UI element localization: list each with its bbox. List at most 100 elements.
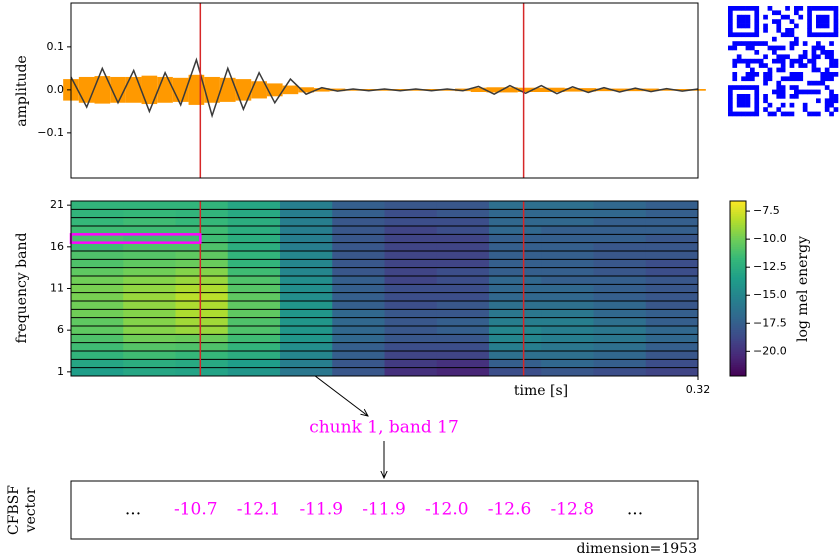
colorbar-segment bbox=[730, 273, 746, 276]
colorbar-segment bbox=[730, 218, 746, 222]
qr-module bbox=[741, 32, 746, 38]
qr-module bbox=[807, 111, 812, 117]
vector-box bbox=[70, 480, 699, 540]
envelope-band bbox=[298, 87, 314, 93]
heat-cell bbox=[436, 201, 490, 210]
heat-cell bbox=[645, 242, 699, 252]
colorbar-segment bbox=[730, 211, 746, 215]
heat-cell bbox=[541, 217, 594, 227]
qr-module bbox=[807, 23, 812, 29]
colorbar-segment bbox=[730, 332, 746, 335]
colorbar-segment bbox=[730, 301, 746, 305]
qr-module bbox=[794, 76, 799, 82]
colorbar-segment bbox=[730, 236, 746, 239]
colorbar-segment bbox=[730, 325, 746, 329]
qr-module bbox=[754, 89, 760, 95]
vector-entry: -11.9 bbox=[362, 500, 406, 520]
heat-cell bbox=[436, 359, 490, 369]
qr-module bbox=[767, 111, 773, 117]
heat-cell bbox=[71, 301, 124, 310]
qr-module bbox=[833, 10, 839, 16]
heat-cell bbox=[280, 242, 333, 252]
qr-module bbox=[741, 14, 746, 20]
heat-cell bbox=[71, 317, 124, 327]
heat-cell bbox=[71, 267, 124, 277]
heat-cell bbox=[175, 342, 229, 352]
qr-module bbox=[798, 89, 804, 95]
qr-module bbox=[736, 111, 742, 117]
heat-cell bbox=[123, 292, 176, 302]
heat-cell bbox=[645, 226, 699, 235]
qr-module bbox=[811, 54, 817, 60]
colorbar-segment bbox=[730, 240, 746, 244]
colorbar-segment bbox=[730, 203, 746, 206]
heat-cell bbox=[175, 351, 229, 360]
heat-cell bbox=[645, 342, 699, 352]
qr-module bbox=[776, 54, 782, 60]
qr-module bbox=[780, 89, 786, 95]
heat-cell bbox=[489, 334, 542, 344]
envelope-band bbox=[643, 88, 659, 92]
qr-module bbox=[833, 98, 839, 104]
envelope-band bbox=[204, 76, 220, 103]
qr-module bbox=[736, 94, 742, 99]
heat-cell bbox=[175, 326, 229, 335]
heat-cell bbox=[175, 317, 229, 327]
qr-module bbox=[780, 111, 786, 117]
heat-cell bbox=[384, 309, 438, 319]
heat-cell bbox=[541, 334, 594, 344]
heat-cell bbox=[645, 359, 699, 369]
qr-module bbox=[816, 14, 821, 20]
vector-label: CFBSF bbox=[6, 485, 22, 535]
heat-cell bbox=[71, 234, 124, 244]
heat-cell bbox=[71, 292, 124, 302]
qr-module bbox=[824, 107, 830, 112]
qr-module bbox=[741, 111, 746, 117]
heat-cell bbox=[593, 209, 647, 219]
waveform-line bbox=[70, 57, 699, 119]
qr-module bbox=[789, 19, 795, 24]
heat-cell bbox=[436, 334, 490, 344]
heat-cell bbox=[332, 317, 385, 327]
heat-cell bbox=[123, 309, 176, 319]
colorbar-segment bbox=[730, 351, 746, 355]
colorbar-segment bbox=[730, 306, 746, 309]
heat-cell bbox=[384, 226, 438, 235]
heat-cell bbox=[541, 351, 594, 360]
qr-module bbox=[745, 98, 751, 104]
qr-module bbox=[820, 6, 826, 11]
y-tick-label: 6 bbox=[57, 323, 64, 336]
heat-cell bbox=[593, 234, 647, 244]
heat-cell bbox=[123, 326, 176, 335]
heat-cell bbox=[227, 309, 281, 319]
qr-module bbox=[829, 54, 834, 60]
qr-module bbox=[776, 80, 782, 86]
heat-cell bbox=[489, 242, 542, 252]
qr-module bbox=[763, 107, 768, 112]
qr-module bbox=[789, 45, 795, 51]
qr-module bbox=[816, 45, 821, 51]
colorbar-tick-label: −20.0 bbox=[753, 344, 787, 357]
qr-module bbox=[745, 102, 751, 108]
qr-module bbox=[833, 58, 839, 64]
qr-module bbox=[807, 19, 812, 24]
heat-cell bbox=[175, 276, 229, 285]
heat-cell bbox=[645, 276, 699, 285]
qr-module bbox=[829, 58, 834, 64]
qr-module bbox=[811, 58, 817, 64]
heat-cell bbox=[175, 367, 229, 377]
qr-module bbox=[745, 76, 751, 82]
qr-module bbox=[807, 14, 812, 20]
colorbar-segment bbox=[730, 345, 746, 349]
colorbar-segment bbox=[730, 251, 746, 254]
colorbar-segment bbox=[730, 249, 746, 252]
qr-module bbox=[833, 23, 839, 29]
envelope-band bbox=[94, 76, 111, 104]
heat-cell bbox=[123, 367, 176, 377]
heat-cell bbox=[71, 201, 124, 210]
heat-cell bbox=[489, 351, 542, 360]
qr-module bbox=[816, 54, 821, 60]
envelope-band bbox=[439, 88, 456, 91]
qr-module bbox=[728, 102, 733, 108]
qr-module bbox=[750, 76, 755, 82]
